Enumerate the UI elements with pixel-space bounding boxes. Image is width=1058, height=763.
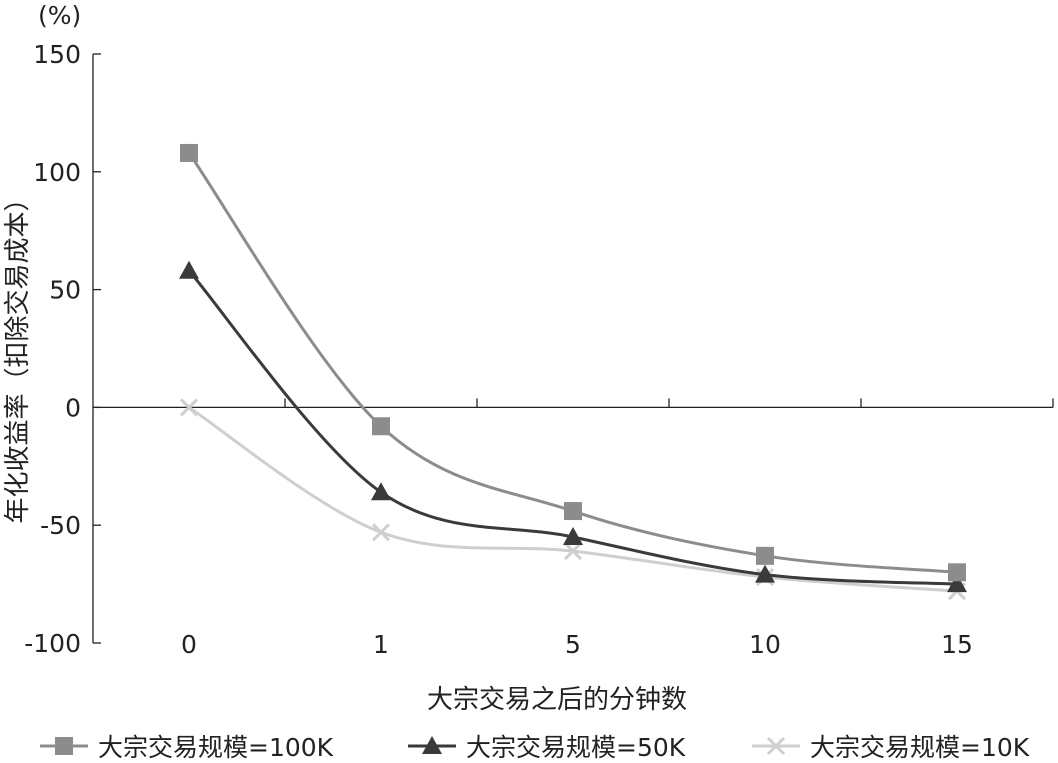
legend-item-0: 大宗交易规模=100K xyxy=(40,733,334,762)
x-tick-label: 10 xyxy=(749,630,781,659)
marker-stroke xyxy=(371,523,391,542)
y-tick-label: 0 xyxy=(65,393,81,422)
x-tick-label: 0 xyxy=(181,630,197,659)
y-unit-label: (%) xyxy=(38,1,81,30)
x-tick-label: 5 xyxy=(565,630,581,659)
data-point xyxy=(563,526,583,545)
series-line xyxy=(188,406,958,593)
marker-stroke xyxy=(766,736,786,756)
y-tick-label: -50 xyxy=(40,511,81,540)
data-point xyxy=(371,482,391,501)
legend-marker xyxy=(55,737,73,755)
legend-marker xyxy=(766,736,786,756)
data-point xyxy=(756,546,774,565)
legend-item-1: 大宗交易规模=50K xyxy=(408,733,686,762)
x-axis-title: 大宗交易之后的分钟数 xyxy=(427,685,687,715)
series-2 xyxy=(179,398,967,601)
y-tick-label: -100 xyxy=(24,629,81,658)
legend-label: 大宗交易规模=50K xyxy=(466,733,686,762)
legend: 大宗交易规模=100K 大宗交易规模=50K 大宗交易规模=10K xyxy=(40,733,1030,762)
data-point xyxy=(564,502,582,521)
data-point xyxy=(372,417,390,436)
legend-item-2: 大宗交易规模=10K xyxy=(752,733,1030,762)
data-point xyxy=(947,574,967,593)
data-point xyxy=(180,143,198,162)
marker-stroke xyxy=(563,542,583,561)
y-tick-label: 100 xyxy=(33,158,81,187)
series-layer xyxy=(179,143,967,601)
x-tick-label: 1 xyxy=(373,630,389,659)
y-axis-title: 年化收益率（扣除交易成本） xyxy=(3,185,33,523)
series-line xyxy=(187,269,958,586)
y-tick-label: 150 xyxy=(33,40,81,69)
data-point xyxy=(179,260,199,279)
data-point xyxy=(948,563,966,582)
data-point xyxy=(371,523,391,542)
data-point xyxy=(179,398,199,417)
data-point xyxy=(755,564,775,583)
legend-label: 大宗交易规模=10K xyxy=(810,733,1030,762)
y-tick-label: 50 xyxy=(49,276,81,305)
legend-marker xyxy=(422,736,442,754)
x-tick-label: 15 xyxy=(941,630,973,659)
series-line xyxy=(187,152,958,574)
series-1 xyxy=(179,260,967,593)
marker-stroke xyxy=(179,398,199,417)
series-0 xyxy=(180,143,966,582)
data-point xyxy=(563,542,583,561)
legend-label: 大宗交易规模=100K xyxy=(98,733,334,762)
